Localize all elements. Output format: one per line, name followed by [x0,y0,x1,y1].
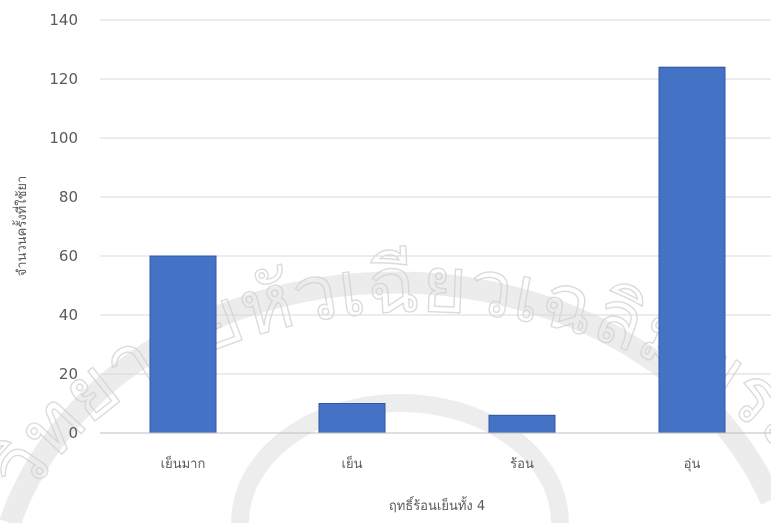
x-category-label: อุ่น [684,457,701,472]
watermark-text: วิทยาลัยหัวเฉียวเฉลิมพระเกียรติ [0,0,771,511]
watermark-inner-ring [231,394,569,524]
y-tick-label: 140 [49,11,78,29]
y-tick-label: 100 [49,129,78,147]
x-category-labels: เย็นมาก เย็น ร้อน อุ่น [161,454,701,472]
bar-0 [149,255,217,434]
x-category-label: เย็น [342,454,363,472]
bar-3 [658,66,726,434]
x-axis-title: ฤทธิ์ร้อนเย็นทั้ง 4 [389,496,485,514]
bar-1 [318,403,386,434]
x-category-label: ร้อน [510,457,534,472]
y-tick-label: 60 [59,247,78,265]
y-tick-label: 20 [59,365,78,383]
y-tick-label: 40 [59,306,78,324]
bars [149,66,726,434]
y-tick-labels: 0 20 40 60 80 100 120 140 [49,11,78,442]
y-tick-label: 120 [49,70,78,88]
y-tick-label: 0 [68,424,78,442]
y-tick-label: 80 [59,188,78,206]
x-category-label: เย็นมาก [161,454,206,472]
y-axis-title: จำนวนครั้งที่ใช้ยา [12,176,30,277]
bar-2 [488,414,556,434]
